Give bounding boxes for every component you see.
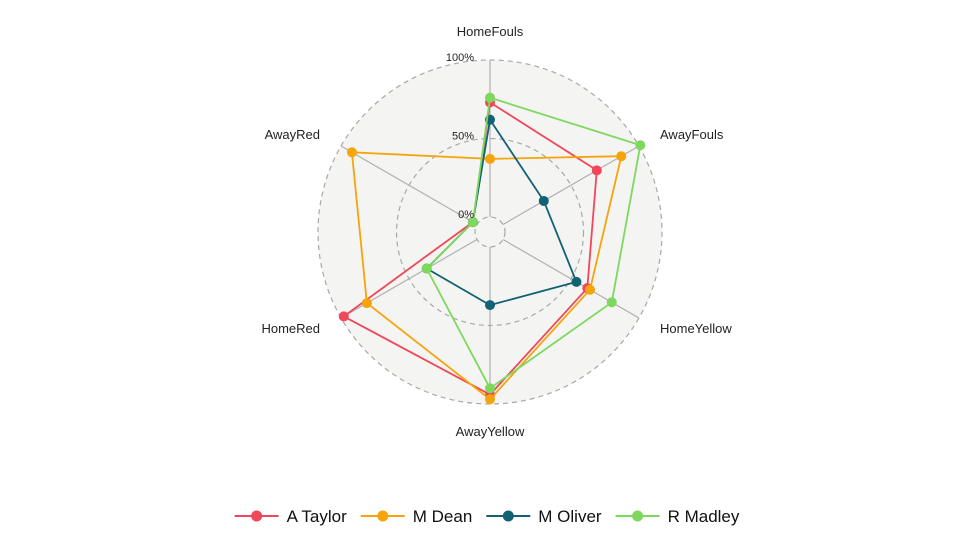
- spoke-awayred: [340, 145, 478, 226]
- grid-circle-0: [474, 216, 506, 248]
- radar-background-circle: [318, 60, 662, 404]
- legend-marker-m-dean: [377, 510, 389, 522]
- point-m-dean-homeyellow: [585, 284, 596, 295]
- axis-labels: HomeFouls AwayFouls HomeYellow AwayYellow Ho…: [261, 24, 732, 439]
- legend-label-m-oliver: M Oliver: [538, 507, 602, 526]
- series-m-dean: [346, 147, 627, 405]
- point-r-madley-homeyellow: [606, 297, 617, 308]
- chart-background: [318, 60, 662, 404]
- point-m-dean-homered: [361, 298, 372, 309]
- point-m-dean-awayyellow: [485, 394, 495, 405]
- point-m-dean-awayred: [346, 147, 357, 158]
- grid-label-2: 100%: [446, 52, 474, 64]
- spoke-homeyellow: [502, 238, 640, 319]
- point-m-dean-homefouls: [485, 153, 495, 164]
- axis-label-homefouls: HomeFouls: [457, 24, 524, 39]
- legend-item-m-dean: M Dean: [360, 507, 473, 526]
- spoke-awayfouls: [502, 145, 640, 226]
- legend-item-a-taylor: A Taylor: [234, 507, 348, 526]
- legend-marker-m-oliver: [502, 510, 514, 522]
- grid-label-0: 0%: [458, 209, 474, 221]
- legend-item-m-oliver: M Oliver: [486, 507, 602, 526]
- legend-item-r-madley: R Madley: [615, 507, 740, 526]
- axis-label-awayred: AwayRed: [265, 127, 320, 142]
- legend-label-a-taylor: A Taylor: [287, 507, 348, 526]
- axis-label-awayyellow: AwayYellow: [456, 424, 525, 439]
- point-a-taylor-homered: [338, 311, 349, 322]
- point-m-oliver-homeyellow: [571, 276, 582, 287]
- grid-label-1: 50%: [452, 131, 474, 143]
- point-m-oliver-awayyellow: [485, 300, 495, 311]
- point-m-dean-awayfouls: [616, 151, 627, 162]
- point-r-madley-awayfouls: [635, 140, 646, 151]
- radar-series: [338, 92, 646, 405]
- point-r-madley-homefouls: [485, 92, 495, 103]
- legend-marker-r-madley: [632, 510, 644, 522]
- legend-label-m-dean: M Dean: [413, 507, 473, 526]
- legend-label-r-madley: R Madley: [668, 507, 740, 526]
- point-r-madley-awayred: [467, 217, 478, 228]
- point-r-madley-awayyellow: [485, 383, 495, 394]
- legend-marker-a-taylor: [251, 510, 263, 522]
- point-a-taylor-awayfouls: [591, 165, 602, 176]
- axis-label-homered: HomeRed: [261, 321, 320, 336]
- axis-label-homeyellow: HomeYellow: [660, 321, 732, 336]
- radar-spokes: [340, 60, 640, 404]
- grid-labels: 0% 50% 100%: [446, 52, 474, 221]
- axis-label-awayfouls: AwayFouls: [660, 127, 724, 142]
- point-r-madley-homered: [421, 263, 432, 274]
- legend: A Taylor M Dean M Oliver R Madley: [234, 507, 740, 526]
- point-m-oliver-awayfouls: [538, 195, 549, 206]
- series-r-madley: [421, 92, 646, 394]
